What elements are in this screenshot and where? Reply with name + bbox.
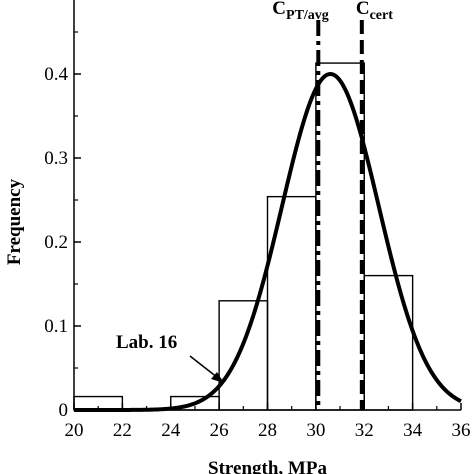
y-tick-label: 0.2 xyxy=(44,232,68,253)
x-tick-label: 22 xyxy=(113,420,132,441)
tick-labels: 20 22 24 26 28 30 32 34 36 0 0.1 0.2 0.3 0.4 0.5 xyxy=(44,0,470,441)
y-tick-label: 0 xyxy=(59,400,69,421)
x-axis-title: Strength, MPa xyxy=(208,458,327,474)
x-tick-label: 30 xyxy=(306,420,325,441)
annotation-arrow-head xyxy=(211,372,224,383)
reference-lines: CPT/avg Ccert xyxy=(272,0,393,410)
x-tick-label: 34 xyxy=(403,420,423,441)
histogram-bar xyxy=(363,274,414,411)
reference-label-cert: Ccert xyxy=(356,0,393,23)
reference-label-pt-avg: CPT/avg xyxy=(272,0,329,23)
histogram-bar xyxy=(218,300,269,411)
annotations: Lab. 16 xyxy=(116,332,224,383)
annotation-arrow-line xyxy=(189,355,219,379)
annotation-label: Lab. 16 xyxy=(116,332,177,353)
y-axis-title: Frequency xyxy=(4,178,25,265)
y-tick-label: 0.3 xyxy=(44,148,68,169)
y-tick-label: 0.1 xyxy=(44,316,68,337)
x-tick-label: 32 xyxy=(355,420,374,441)
x-tick-label: 28 xyxy=(258,420,277,441)
histogram-bars xyxy=(73,62,414,411)
y-tick-label: 0.5 xyxy=(44,0,68,1)
x-tick-label: 26 xyxy=(210,420,229,441)
x-tick-label: 20 xyxy=(65,420,84,441)
y-tick-label: 0.4 xyxy=(44,64,68,85)
x-tick-label: 36 xyxy=(452,420,471,441)
x-tick-label: 24 xyxy=(161,420,181,441)
